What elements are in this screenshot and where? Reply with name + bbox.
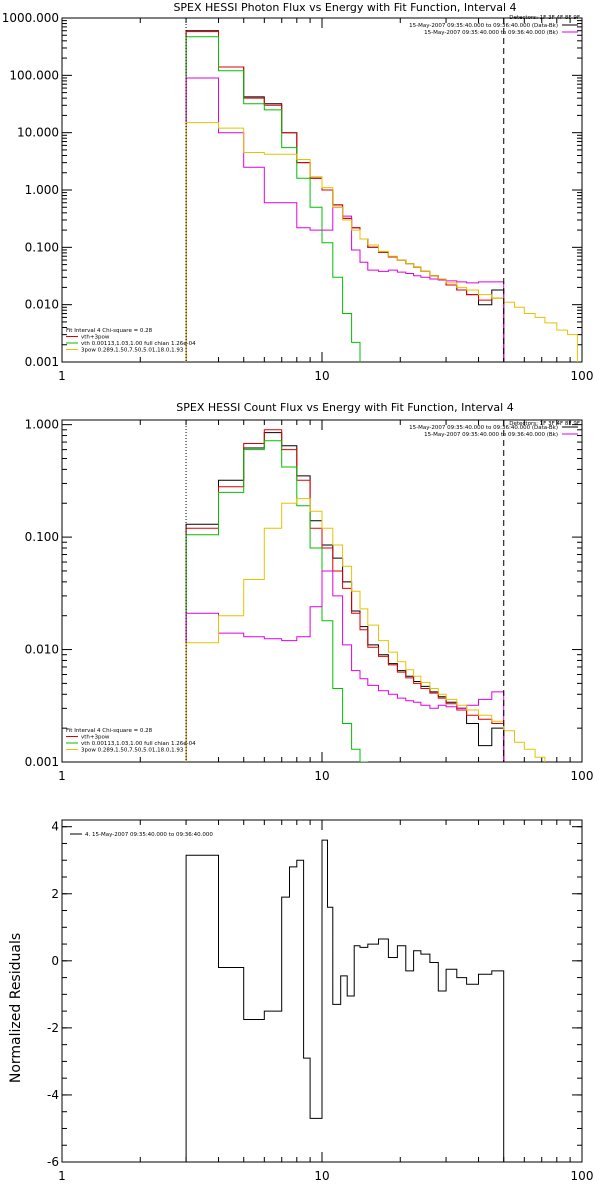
histogram-series-1 [185, 31, 505, 362]
fit-info-text: Fit Interval 4 Chi-square = 0.28 [66, 728, 153, 734]
histogram-series-2 [185, 440, 368, 762]
y-tick-label: 2 [51, 887, 59, 901]
x-tick-label: 1 [58, 769, 66, 783]
y-tick-label: -6 [47, 1155, 59, 1169]
histogram-series-0 [185, 839, 505, 1162]
y-tick-label: 0.010 [25, 298, 59, 312]
x-tick-label: 100 [571, 769, 594, 783]
y-tick-label: 0.001 [25, 755, 59, 769]
fit-info-text: vth 0.00113,1.03,1.00 full chian 1.26e-0… [81, 741, 196, 747]
time-range-legend-text: 15-May-2007 09:35:40.000 to 09:36:40.000… [424, 30, 558, 36]
histogram-series-3 [185, 77, 505, 362]
y-tick-label: 0.001 [25, 355, 59, 369]
residuals-panel: Normalized Residuals 1 10 100 -6 -4 -2 0 2 4 4. 1… [8, 819, 594, 1183]
y-tick-label: -2 [47, 1021, 59, 1035]
y-tick-label: 0 [51, 954, 59, 968]
y-tick-label: 0.100 [25, 530, 59, 544]
histogram-series-3 [185, 570, 505, 762]
y-tick-label: 10.000 [17, 126, 59, 140]
histogram-series-2 [185, 36, 369, 362]
count-flux-panel: SPEX HESSI Count Flux vs Energy with Fit… [25, 401, 594, 783]
fit-info-text: 3pow 0.289,1.50,7.50,5.01,18.0,1.93 [81, 748, 184, 754]
y-tick-label: 1.000 [25, 183, 59, 197]
fit-info-text: vth+3pow [81, 335, 110, 341]
x-tick-label: 10 [314, 769, 329, 783]
count-flux-detectors: Detectors: 1F 3F 4F 8F 9F [509, 421, 580, 427]
photon-flux-panel: SPEX HESSI Photon Flux vs Energy with Fi… [2, 1, 594, 383]
fit-info-text: 3pow 0.289,1.50,7.50,5.01,18.0,1.93 [81, 348, 184, 354]
fit-info-text: Fit Interval 4 Chi-square = 0.28 [66, 328, 153, 334]
time-range-legend-text: 15-May-2007 09:35:40.000 to 09:36:40.000… [409, 23, 558, 29]
histogram-series-1 [185, 429, 505, 762]
y-tick-label: 1000.000 [2, 11, 59, 25]
y-tick-label: 0.010 [25, 643, 59, 657]
y-tick-label: 1.000 [25, 418, 59, 432]
y-tick-label: 100.000 [9, 68, 59, 82]
y-tick-label: 0.100 [25, 240, 59, 254]
time-range-legend-text: 15-May-2007 09:35:40.000 to 09:36:40.000… [409, 425, 558, 431]
x-tick-label: 100 [571, 1169, 594, 1183]
histogram-series-0 [185, 30, 505, 362]
histogram-series-0 [185, 432, 505, 762]
x-tick-label: 1 [58, 1169, 66, 1183]
photon-flux-title: SPEX HESSI Photon Flux vs Energy with Fi… [173, 1, 516, 14]
x-tick-label: 10 [314, 369, 329, 383]
histogram-series-4 [185, 122, 578, 362]
residual-legend-text: 4. 15-May-2007 09:35:40.000 to 09:36:40.… [85, 832, 213, 838]
x-tick-label: 10 [314, 1169, 329, 1183]
x-tick-label: 100 [571, 369, 594, 383]
fit-info-text: vth 0.00113,1.03,1.00 full chian 1.26e-0… [81, 341, 196, 347]
time-range-legend-text: 15-May-2007 09:35:40.000 to 09:36:40.000… [424, 432, 558, 438]
x-tick-label: 1 [58, 369, 66, 383]
y-tick-label: -4 [47, 1088, 59, 1102]
count-flux-title: SPEX HESSI Count Flux vs Energy with Fit… [176, 401, 513, 414]
y-tick-label: 4 [51, 820, 59, 834]
fit-info-text: vth+3pow [81, 735, 110, 741]
residuals-ylabel: Normalized Residuals [8, 933, 24, 1083]
